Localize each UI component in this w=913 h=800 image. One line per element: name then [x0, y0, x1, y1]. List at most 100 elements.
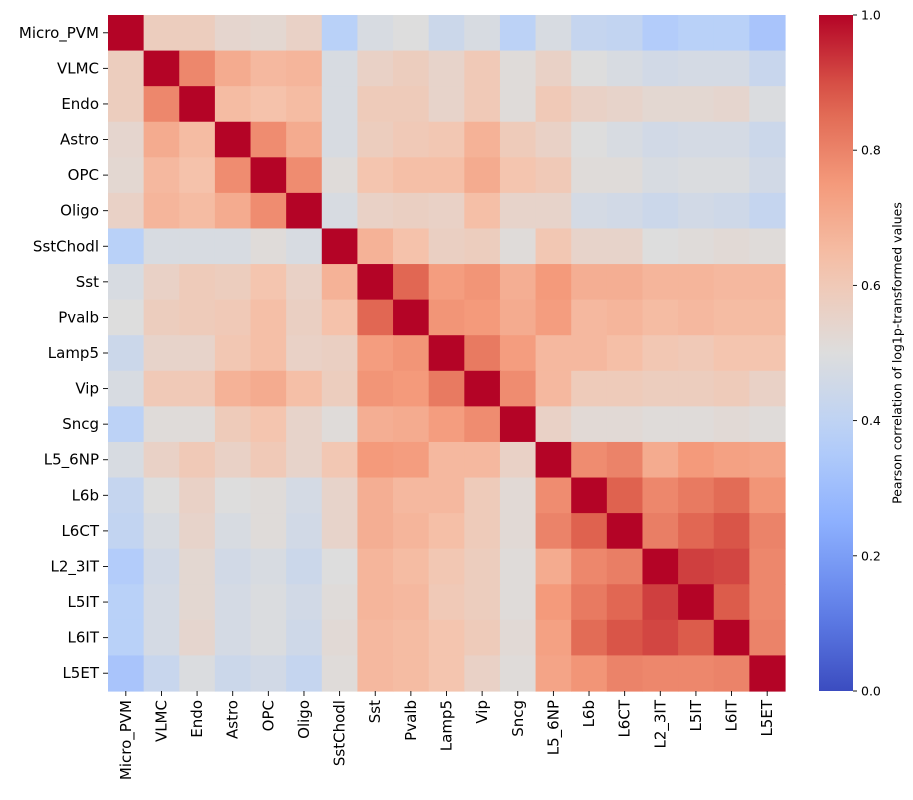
x-tick-label: Lamp5 [438, 700, 456, 751]
heatmap-cell [571, 335, 608, 372]
heatmap-cell [179, 264, 216, 301]
heatmap-cell [606, 121, 644, 158]
heatmap-cell [393, 335, 430, 372]
heatmap-cell [749, 441, 786, 479]
heatmap-cell [678, 192, 715, 230]
heatmap-cell [108, 441, 145, 479]
heatmap-cell [535, 370, 572, 407]
heatmap-cell [642, 619, 679, 657]
heatmap-cell [250, 513, 287, 550]
heatmap-cell [464, 50, 501, 87]
heatmap-cell [143, 370, 180, 407]
heatmap-cell [428, 15, 465, 52]
heatmap-cell [713, 335, 750, 372]
heatmap-cell [108, 15, 145, 52]
heatmap-cell [642, 50, 679, 87]
heatmap-cell [214, 619, 252, 657]
heatmap-cell [143, 50, 180, 87]
heatmap-cell [571, 15, 608, 52]
heatmap-cell [678, 370, 715, 407]
heatmap-cell [357, 619, 394, 657]
heatmap-cell [713, 370, 750, 407]
heatmap-cell [286, 619, 323, 657]
y-tick-label: L6b [72, 486, 99, 504]
heatmap-cell [749, 228, 786, 265]
colorbar-tick-label: 0.6 [861, 278, 881, 293]
heatmap-cell [749, 370, 786, 407]
heatmap-cell [214, 335, 252, 372]
heatmap-cell [393, 370, 430, 407]
heatmap-cell [713, 655, 750, 692]
heatmap-cell [571, 121, 608, 158]
heatmap-cell [179, 619, 216, 657]
heatmap-cell [393, 441, 430, 479]
heatmap-cell [393, 50, 430, 87]
heatmap-cell [143, 477, 180, 514]
heatmap-cell [642, 299, 679, 336]
heatmap-cell [286, 50, 323, 87]
heatmap-cell [179, 50, 216, 87]
heatmap-cell [179, 121, 216, 158]
heatmap-cell [214, 477, 252, 514]
heatmap-cell [108, 86, 145, 123]
heatmap-cell [535, 406, 572, 443]
heatmap-cell [286, 584, 323, 621]
heatmap-cell [535, 548, 572, 585]
heatmap-cell [108, 299, 145, 336]
x-tick-label: L5_6NP [544, 700, 563, 755]
heatmap-cell [321, 121, 359, 158]
heatmap-cell [393, 86, 430, 123]
heatmap-cell [357, 299, 394, 336]
heatmap-cell [179, 15, 216, 52]
heatmap-cell [393, 548, 430, 585]
heatmap-cell [428, 335, 465, 372]
heatmap-cell [143, 228, 180, 265]
heatmap-cell [321, 655, 359, 692]
heatmap-cell [179, 192, 216, 230]
heatmap-cell [535, 15, 572, 52]
heatmap-cell [606, 619, 644, 657]
heatmap-cell [428, 299, 465, 336]
heatmap-cell [250, 50, 287, 87]
heatmap-cell [108, 548, 145, 585]
heatmap-cell [642, 441, 679, 479]
heatmap-cell [214, 584, 252, 621]
heatmap-cell [143, 548, 180, 585]
y-tick-label: SstChodl [33, 237, 99, 255]
colorbar-scale [819, 15, 853, 691]
heatmap-cell [642, 477, 679, 514]
heatmap-cell [499, 619, 537, 657]
heatmap-cell [286, 228, 323, 265]
y-tick-label: VLMC [57, 59, 99, 77]
heatmap-cell [286, 406, 323, 443]
heatmap-cell [321, 15, 359, 52]
heatmap-cell [250, 86, 287, 123]
heatmap-cell [321, 441, 359, 479]
heatmap-cell [108, 335, 145, 372]
heatmap-cell [143, 264, 180, 301]
heatmap-cell [678, 584, 715, 621]
heatmap-cell [464, 228, 501, 265]
colorbar-tick-label: 0.2 [861, 548, 881, 563]
x-tick-label: Oligo [295, 700, 313, 739]
heatmap-cell [678, 121, 715, 158]
heatmap-cell [250, 335, 287, 372]
heatmap-cell [321, 513, 359, 550]
heatmap-cell [571, 50, 608, 87]
heatmap-cell [713, 157, 750, 194]
heatmap-cell [214, 157, 252, 194]
heatmap-cell [143, 335, 180, 372]
heatmap-cell [214, 121, 252, 158]
heatmap-cell [214, 655, 252, 692]
x-tick-label: Sncg [509, 700, 527, 737]
heatmap-cell [642, 584, 679, 621]
heatmap-cell [713, 584, 750, 621]
heatmap-cell [464, 192, 501, 230]
heatmap-cell [179, 86, 216, 123]
heatmap-cell [357, 15, 394, 52]
heatmap-cell [606, 477, 644, 514]
heatmap-cell [535, 157, 572, 194]
heatmap-cell [464, 299, 501, 336]
heatmap-cell [606, 228, 644, 265]
